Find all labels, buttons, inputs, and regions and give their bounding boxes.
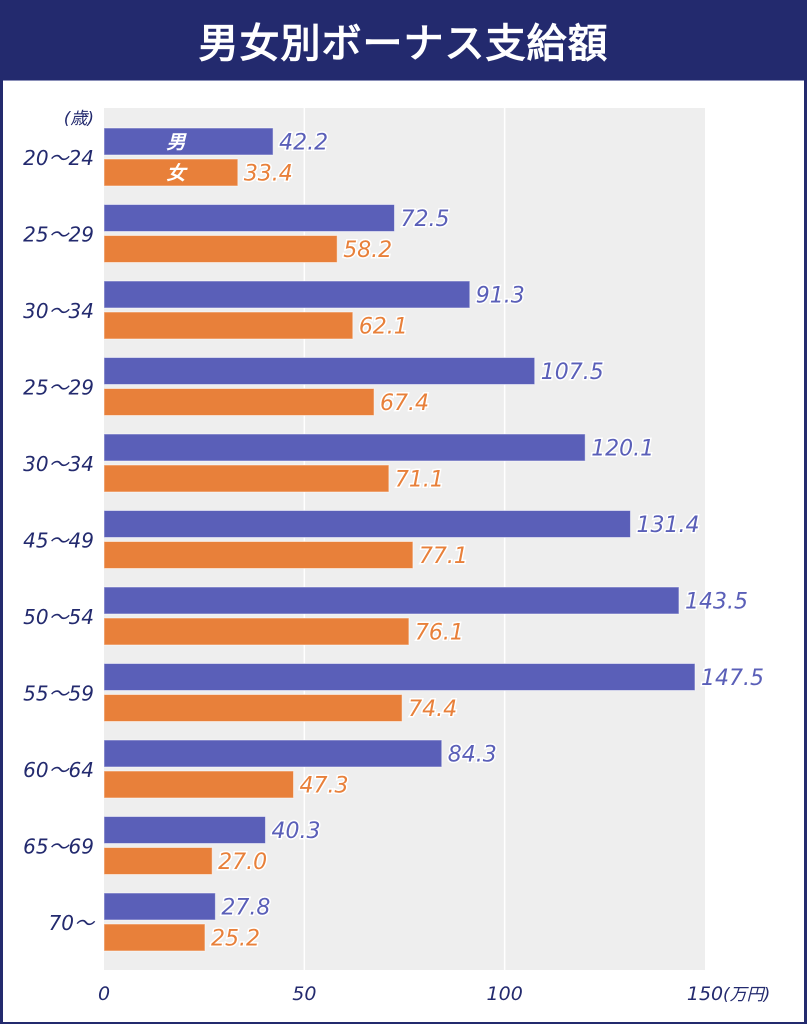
value-label-female: 47.3 xyxy=(300,774,349,799)
bar-male xyxy=(103,816,266,844)
value-label-female: 25.2 xyxy=(211,927,260,952)
bar-male xyxy=(103,510,631,538)
category-label: 30〜34 xyxy=(23,452,94,476)
bar-male xyxy=(103,280,471,309)
category-label: 65〜69 xyxy=(23,835,94,859)
category-label: 70〜 xyxy=(49,911,96,935)
bars xyxy=(103,127,696,952)
bar-male xyxy=(103,357,536,385)
value-label-male: 147.5 xyxy=(701,666,764,691)
value-label-female: 33.4 xyxy=(244,162,293,187)
value-label-male: 107.5 xyxy=(541,360,604,385)
value-labels: 42.2 男 33.4 女 72.5 58.2 91.3 62.1 107.5 67.4 120.1… xyxy=(166,129,765,953)
bar-female xyxy=(103,464,390,493)
bar-female xyxy=(103,388,375,416)
bar-male xyxy=(103,204,395,232)
bar-female xyxy=(103,158,239,187)
bar-female xyxy=(103,847,213,875)
value-label-male: 120.1 xyxy=(591,437,654,462)
bar-male xyxy=(103,739,443,768)
value-label-male: 131.4 xyxy=(636,513,699,538)
category-label: 45〜49 xyxy=(23,529,94,553)
legend-label-female: 女 xyxy=(166,163,188,185)
category-label: 25〜29 xyxy=(23,376,94,400)
category-label: 25〜29 xyxy=(23,223,94,247)
bar-female xyxy=(103,541,414,569)
value-label-female: 74.4 xyxy=(408,697,457,722)
legend-label-male: 男 xyxy=(166,132,187,154)
y-axis-label: (歳) xyxy=(64,109,94,129)
bar-female xyxy=(103,923,206,952)
header: 男女別ボーナス支給額 xyxy=(0,0,807,80)
value-label-female: 62.1 xyxy=(359,315,408,340)
value-label-female: 67.4 xyxy=(380,391,429,416)
bar-female xyxy=(103,617,410,646)
bar-male xyxy=(103,433,586,462)
bar-male xyxy=(103,586,680,615)
bar-female xyxy=(103,311,354,340)
value-label-female: 58.2 xyxy=(343,238,392,263)
x-tick-label: 150 xyxy=(687,983,723,1005)
value-label-female: 76.1 xyxy=(415,621,464,646)
value-label-female: 27.0 xyxy=(218,850,267,875)
x-axis-unit-label: (万円) xyxy=(723,985,770,1005)
value-label-male: 40.3 xyxy=(271,819,320,844)
category-label: 50〜54 xyxy=(23,605,94,629)
value-label-male: 91.3 xyxy=(476,284,525,309)
bar-female xyxy=(103,694,403,722)
category-labels: 20〜24 25〜29 30〜34 25〜29 30〜34 45〜49 50〜54 55〜59… xyxy=(23,146,96,935)
value-label-male: 143.5 xyxy=(685,590,748,615)
category-label: 20〜24 xyxy=(23,146,94,170)
x-tick-labels: 0 50 100 150 xyxy=(98,983,723,1005)
bar-male xyxy=(103,663,696,691)
category-label: 60〜64 xyxy=(23,758,94,782)
category-label: 55〜59 xyxy=(23,682,94,706)
x-tick-label: 0 xyxy=(98,983,110,1005)
value-label-male: 84.3 xyxy=(448,743,497,768)
bar-male xyxy=(103,892,216,921)
category-label: 30〜34 xyxy=(23,299,94,323)
bar-female xyxy=(103,770,295,799)
value-label-male: 27.8 xyxy=(221,896,270,921)
x-tick-label: 50 xyxy=(292,983,316,1005)
value-label-female: 77.1 xyxy=(419,544,468,569)
bar-male xyxy=(103,127,274,156)
value-label-female: 71.1 xyxy=(395,468,444,493)
bar-female xyxy=(103,235,338,263)
x-tick-label: 100 xyxy=(487,983,523,1005)
value-label-male: 42.2 xyxy=(279,131,328,156)
value-label-male: 72.5 xyxy=(400,207,449,232)
chart-title: 男女別ボーナス支給額 xyxy=(198,21,609,67)
